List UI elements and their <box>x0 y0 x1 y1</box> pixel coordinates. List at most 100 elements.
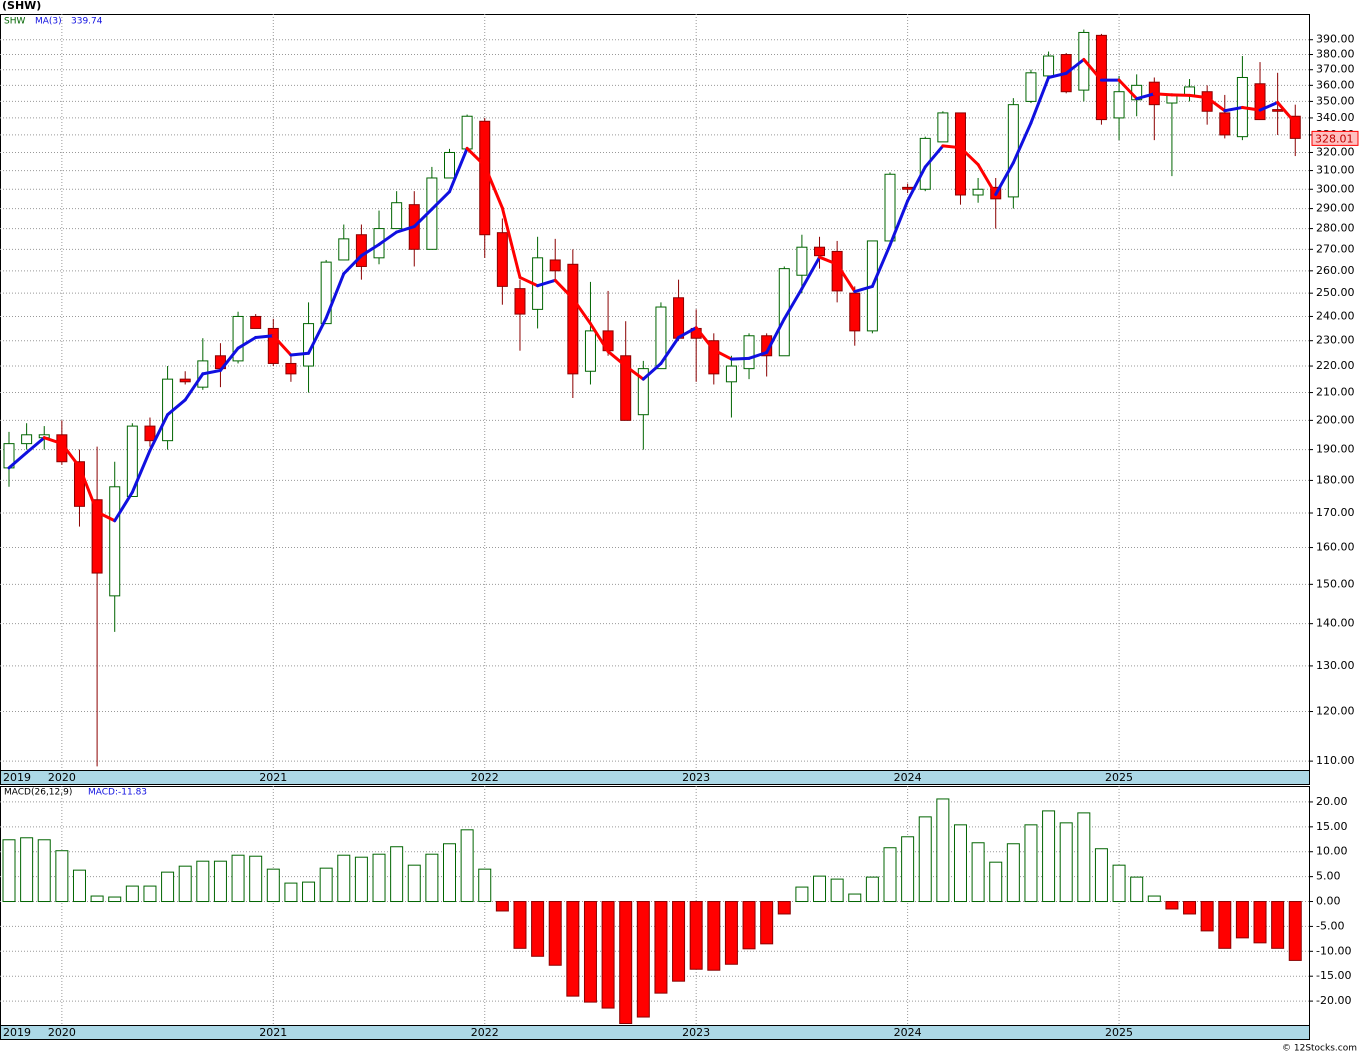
macd-bar <box>742 901 756 950</box>
macd-bar <box>213 860 227 903</box>
y-tick-label: 120.00 <box>1316 705 1355 718</box>
x-axis-bar <box>0 770 1310 785</box>
macd-bar <box>460 829 474 903</box>
ma-segment <box>148 413 170 453</box>
y-tick-label: 300.00 <box>1316 182 1355 195</box>
candle-body <box>1007 104 1019 198</box>
macd-bar <box>178 865 192 903</box>
x-tick-label: 2020 <box>48 771 76 784</box>
legend-ma: MA(3) <box>35 17 62 27</box>
candle-body <box>884 173 896 242</box>
candle-body <box>1043 55 1055 77</box>
ma-segment <box>307 316 328 355</box>
y-tick-label: 230.00 <box>1316 334 1355 347</box>
ma-segment <box>588 322 610 353</box>
macd-bar <box>531 901 545 957</box>
ma-segment <box>465 146 487 168</box>
y-tick-label: 260.00 <box>1316 264 1355 277</box>
macd-bar <box>478 868 492 903</box>
ma-segment <box>853 284 874 294</box>
macd-bar <box>883 847 897 903</box>
y-tick-label: -15.00 <box>1316 969 1351 982</box>
x-tick-label: 2022 <box>471 1026 499 1039</box>
y-tick-label: 15.00 <box>1316 820 1348 833</box>
ma-segment <box>1117 78 1139 101</box>
candle-body <box>109 486 121 597</box>
candle-body <box>814 246 826 257</box>
macd-bar <box>1165 901 1179 910</box>
macd-bar <box>1235 901 1249 939</box>
candle-body <box>567 263 579 375</box>
ma-segment <box>765 317 786 354</box>
macd-bar <box>2 839 16 903</box>
last-price-box <box>1311 130 1359 146</box>
y-tick-label: -5.00 <box>1316 919 1344 932</box>
macd-bar <box>390 846 404 903</box>
macd-bar <box>143 885 157 903</box>
ma-segment <box>324 272 346 320</box>
candle-body <box>1184 86 1196 96</box>
ma-segment <box>359 242 381 258</box>
ma-segment <box>818 255 839 266</box>
ma-segment <box>1064 57 1086 75</box>
macd-bar <box>425 853 439 903</box>
macd-bar <box>813 875 827 903</box>
ma-segment <box>553 278 575 300</box>
ma-segment <box>342 254 363 276</box>
ma-segment <box>923 144 945 169</box>
ma-segment <box>694 326 716 352</box>
x-tick-label: 2021 <box>259 1026 287 1039</box>
y-tick-label: 170.00 <box>1316 506 1355 519</box>
macd-bar <box>1006 843 1020 903</box>
candle-body <box>743 335 755 370</box>
y-tick-label: 130.00 <box>1316 659 1355 672</box>
candle-body <box>21 434 33 445</box>
candle-body <box>1289 115 1301 139</box>
ma-segment <box>377 230 399 246</box>
legend-value: MACD:-11.83 <box>88 788 147 798</box>
ma-segment <box>1188 93 1209 100</box>
macd-bar <box>196 860 210 903</box>
x-tick-label: 2021 <box>259 771 287 784</box>
macd-bar <box>72 869 86 903</box>
ma-segment <box>1011 121 1033 165</box>
copyright: © 12Stocks.com <box>1282 1044 1357 1054</box>
ma-segment <box>994 161 1015 196</box>
macd-bar <box>1112 864 1126 903</box>
y-tick-label: 280.00 <box>1316 222 1355 235</box>
candle-body <box>849 292 861 332</box>
candle-body <box>937 112 949 143</box>
y-tick-label: 340.00 <box>1316 111 1355 124</box>
macd-bar <box>20 837 34 903</box>
y-tick-label: -20.00 <box>1316 994 1351 1007</box>
macd-bar <box>795 886 809 903</box>
macd-bar <box>548 901 562 966</box>
candle-body <box>144 425 156 442</box>
y-tick-label: 220.00 <box>1316 359 1355 372</box>
ma-segment <box>712 348 733 361</box>
macd-bar <box>1200 901 1214 932</box>
candle-body <box>902 186 914 190</box>
candle-body <box>919 137 931 190</box>
candle-body <box>514 288 526 315</box>
legend-name: SHW <box>4 17 25 27</box>
macd-bar <box>443 843 456 903</box>
y-tick-label: 150.00 <box>1316 577 1355 590</box>
ma-segment <box>518 275 540 288</box>
macd-bar <box>936 798 950 903</box>
y-tick-label: 380.00 <box>1316 48 1355 61</box>
macd-bar <box>1024 824 1038 903</box>
ma-segment <box>77 465 99 514</box>
ma-segment <box>1082 57 1103 82</box>
macd-bar <box>865 876 879 903</box>
candle-body <box>620 355 632 421</box>
candle-body <box>725 365 737 383</box>
legend-ma-value: 339.74 <box>71 17 103 27</box>
y-tick-label: 190.00 <box>1316 443 1355 456</box>
ma-segment <box>254 334 275 339</box>
macd-bar <box>848 893 862 903</box>
candle-body <box>267 327 279 364</box>
y-tick-label: 250.00 <box>1316 286 1355 299</box>
ma-segment <box>958 146 980 167</box>
x-tick-label: 2025 <box>1105 771 1133 784</box>
